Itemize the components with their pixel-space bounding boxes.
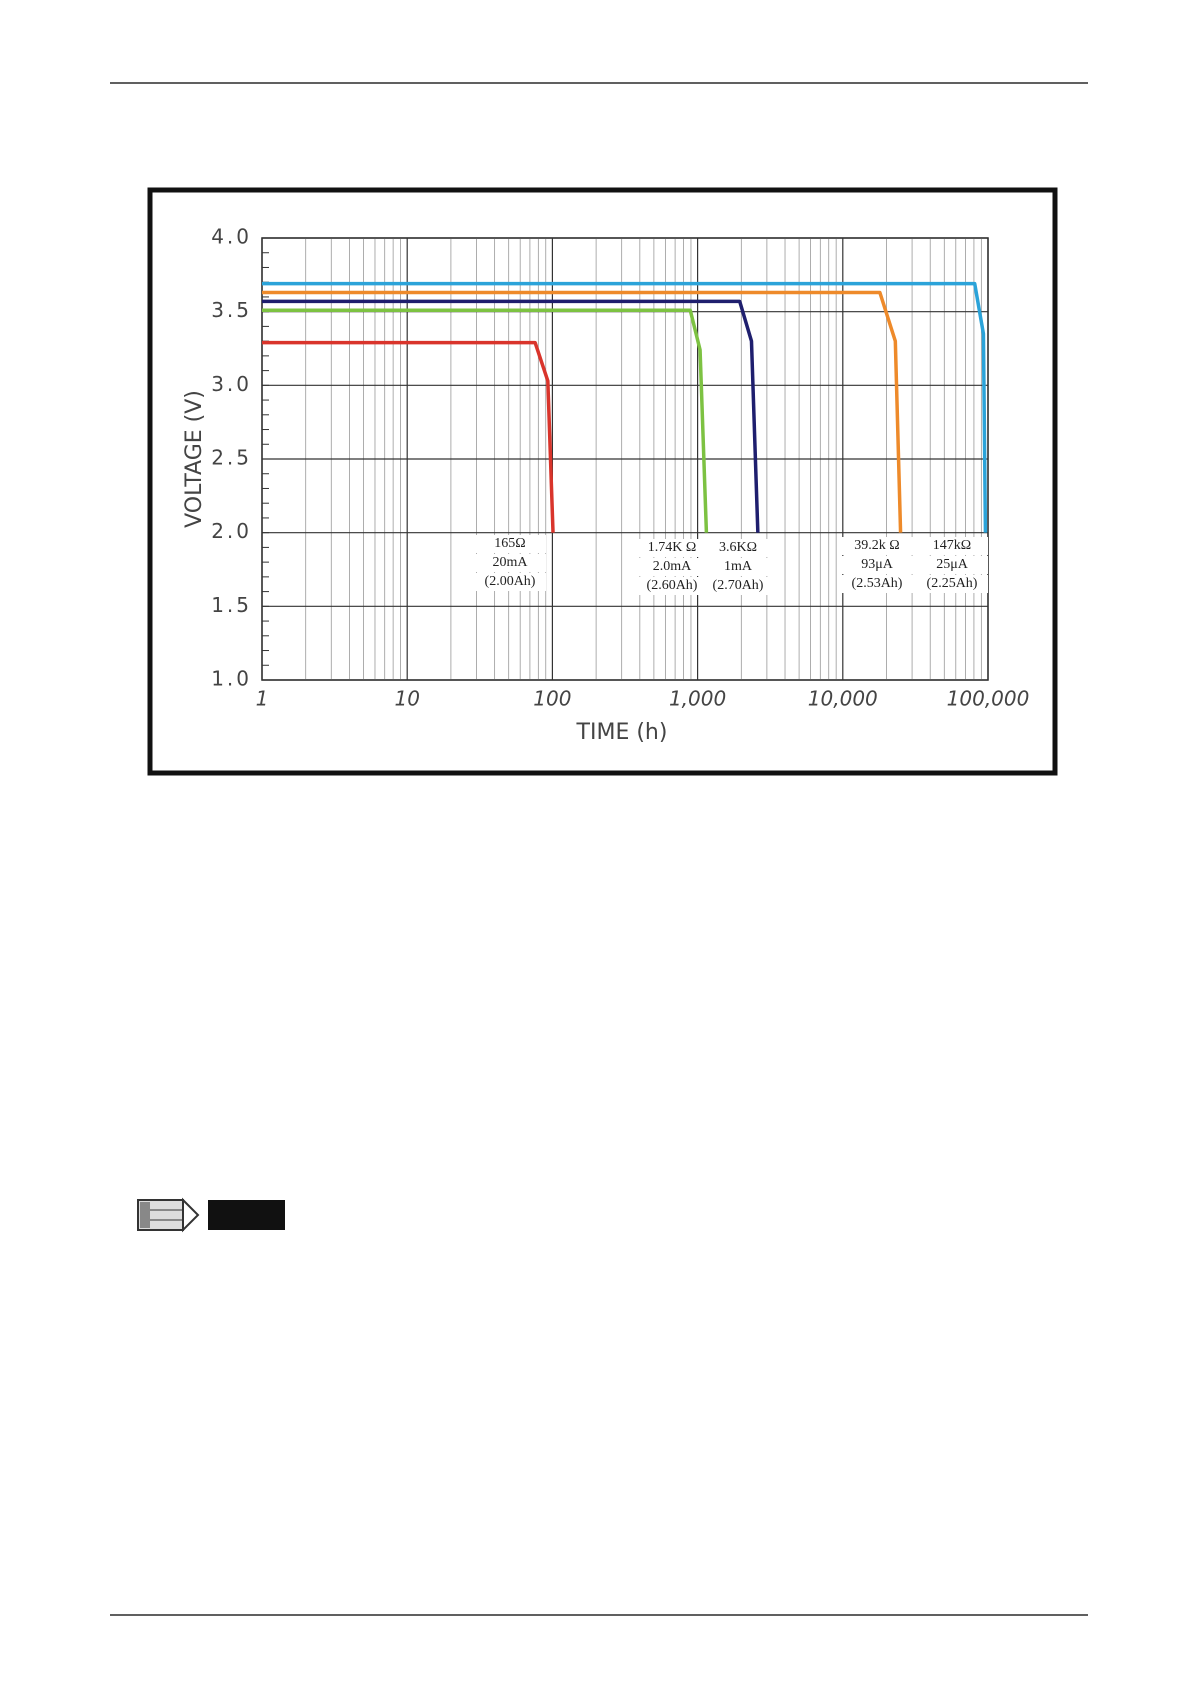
series-line: [262, 308, 709, 533]
annotation-bg: [636, 558, 708, 576]
annotation-bg: [474, 573, 546, 591]
annotation-text: (2.70Ah): [713, 578, 764, 593]
curve-annotation: 39.2k Ω 93μA (2.53Ah): [841, 537, 913, 593]
x-tick-label: 100,000: [947, 687, 1030, 711]
annotation-bg: [636, 539, 708, 557]
x-tick-label: 10: [394, 687, 419, 711]
x-tick-label: 10,000: [808, 687, 878, 711]
annotation-text: 93μA: [861, 557, 894, 572]
annotation-bg: [702, 539, 774, 557]
chart-frame: [147, 187, 1058, 776]
curve-annotation: 3.6KΩ 1mA (2.70Ah): [702, 539, 774, 595]
annotation-bg: [474, 554, 546, 572]
annotation-bg: [702, 558, 774, 576]
annotation-bg: [841, 575, 913, 593]
x-axis-title: TIME (h): [576, 720, 668, 745]
annotation-text: 2.0mA: [653, 559, 692, 574]
annotation-text: (2.25Ah): [927, 576, 978, 591]
y-axis-title: VOLTAGE (V): [182, 390, 207, 528]
series-line: [262, 340, 555, 533]
curve-annotation: 165Ω 20mA (2.00Ah): [474, 535, 546, 591]
x-tick-label: 1: [256, 687, 269, 711]
annotation-text: 39.2k Ω: [854, 538, 899, 553]
y-tick-label: 2.0: [211, 519, 252, 543]
y-tick-label: 2.5: [211, 446, 252, 470]
annotation-text: (2.00Ah): [485, 574, 536, 589]
annotation-text: (2.60Ah): [647, 578, 698, 593]
annotation-text: 20mA: [493, 555, 529, 570]
annotation-bg: [841, 537, 913, 555]
series-line: [262, 290, 903, 533]
annotation-text: 1.74K Ω: [648, 540, 697, 555]
annotation-bg: [916, 537, 988, 555]
annotation-bg: [916, 556, 988, 574]
curve-annotation: 147kΩ 25μA (2.25Ah): [916, 537, 988, 593]
x-tick-label: 1,000: [669, 687, 726, 711]
annotation-text: 165Ω: [494, 536, 525, 551]
annotation-bg: [841, 556, 913, 574]
y-tick-label: 1.0: [211, 667, 252, 691]
curve-annotation: 1.74K Ω 2.0mA (2.60Ah): [636, 539, 708, 595]
note-icon: [137, 1197, 285, 1233]
series-line: [262, 281, 988, 533]
annotation-text: 25μA: [936, 557, 969, 572]
annotation-text: 1mA: [724, 559, 753, 574]
annotation-text: 147kΩ: [933, 538, 971, 553]
x-tick-label: 100: [533, 687, 571, 711]
annotation-bg: [702, 577, 774, 595]
y-tick-label: 3.5: [211, 298, 252, 322]
series-line: [262, 299, 760, 533]
annotation-bg: [916, 575, 988, 593]
annotation-bg: [636, 577, 708, 595]
annotation-text: (2.53Ah): [852, 576, 903, 591]
y-tick-label: 4.0: [211, 225, 252, 249]
annotation-text: 3.6KΩ: [719, 540, 757, 555]
annotation-bg: [474, 535, 546, 553]
y-tick-label: 3.0: [211, 372, 252, 396]
y-tick-label: 1.5: [211, 593, 252, 617]
